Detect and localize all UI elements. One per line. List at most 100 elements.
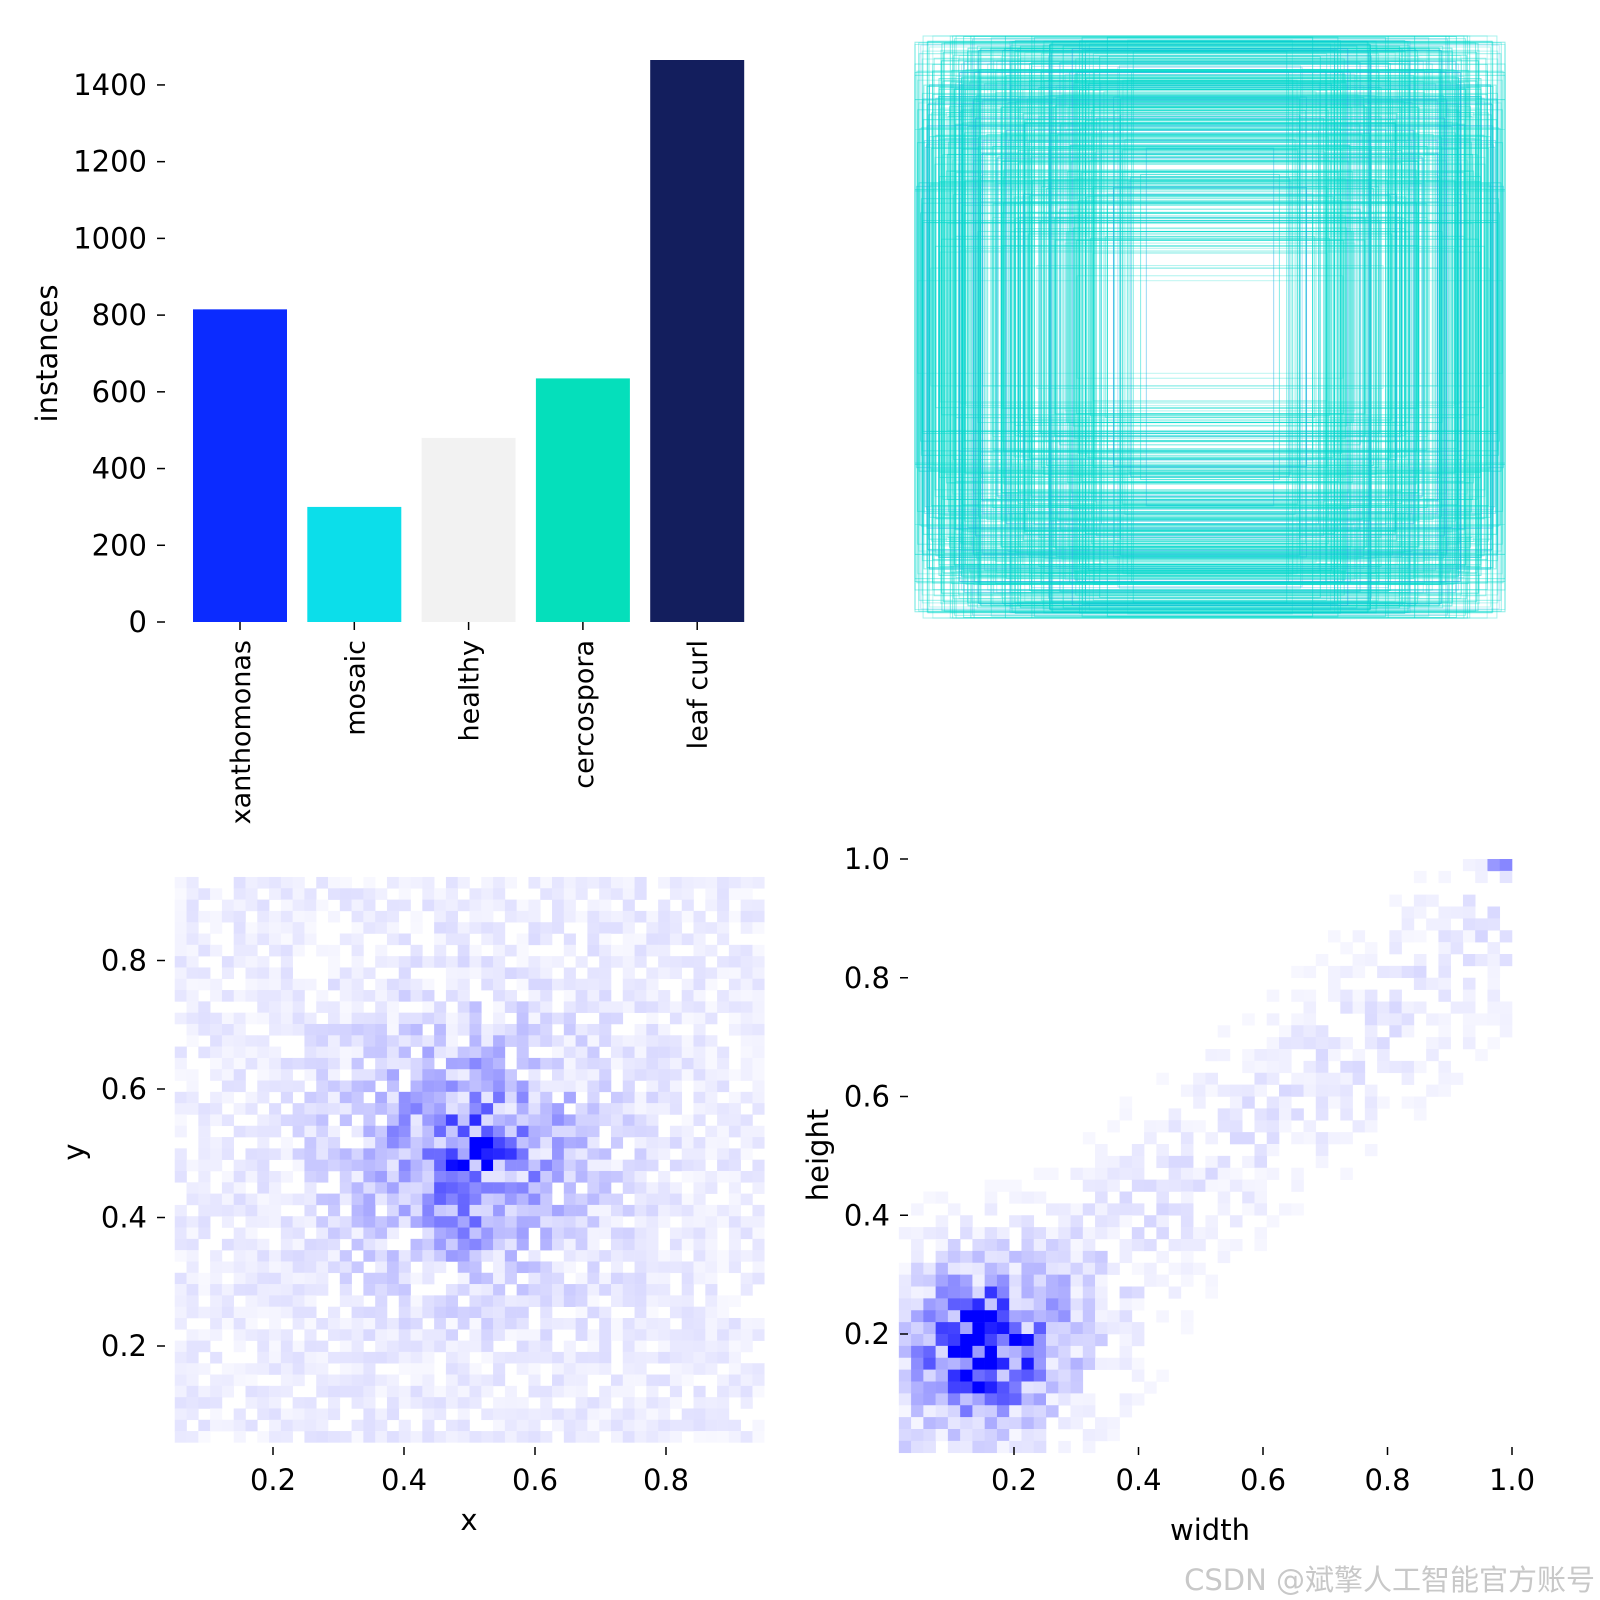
heat-cell: [563, 1374, 576, 1387]
heat-cell: [328, 1238, 341, 1251]
heat-cell: [269, 1204, 282, 1217]
label-box: [1060, 123, 1360, 531]
label-box: [977, 230, 1443, 424]
heat-cell: [1364, 1144, 1378, 1157]
heat-cell: [516, 1148, 529, 1160]
heat-cell: [398, 1340, 411, 1353]
heat-cell: [935, 1250, 949, 1264]
y-tick-label: 0.8: [844, 961, 890, 995]
heat-cell: [516, 1137, 529, 1149]
heat-cell: [245, 1057, 258, 1070]
heat-cell: [386, 1125, 400, 1138]
y-tick-label: 0: [129, 605, 147, 639]
heat-cell: [740, 1170, 753, 1183]
label-box: [1043, 179, 1377, 475]
heat-cell: [705, 1238, 718, 1251]
heat-cell: [1487, 918, 1501, 931]
heat-cell: [1462, 977, 1476, 990]
heat-cell: [622, 1227, 635, 1240]
heat-cell: [1340, 942, 1353, 955]
label-box: [914, 189, 1506, 465]
heat-cell: [1266, 1132, 1280, 1145]
label-box: [930, 267, 1490, 387]
heat-cell: [493, 1159, 506, 1172]
heat-cell: [434, 1001, 447, 1013]
heat-cell: [316, 1419, 329, 1432]
heat-cell: [960, 1334, 973, 1347]
heat-cell: [339, 1193, 352, 1206]
heat-cell: [363, 1227, 376, 1240]
heat-cell: [923, 1417, 936, 1430]
label-box: [1015, 100, 1405, 554]
heat-cell: [540, 1227, 553, 1240]
heat-cell: [898, 1310, 912, 1323]
heat-cell: [540, 967, 553, 980]
heat-cell: [1303, 1060, 1317, 1074]
label-box: [915, 185, 1505, 469]
heat-cell: [198, 1114, 211, 1127]
heat-cell: [481, 1035, 494, 1047]
label-box: [970, 107, 1450, 547]
heat-cell: [422, 1306, 435, 1319]
heat-cell: [540, 1103, 553, 1115]
heat-cell: [669, 1035, 683, 1047]
heat-cell: [280, 1385, 293, 1398]
heat-cell: [972, 1440, 985, 1454]
heat-cell: [210, 1317, 223, 1330]
heat-cell: [528, 1137, 541, 1149]
heat-cell: [351, 1295, 364, 1307]
heat-cell: [469, 1057, 482, 1070]
heat-cell: [304, 1397, 317, 1409]
heat-cell: [717, 1317, 730, 1330]
heat-cell: [186, 1272, 199, 1285]
heat-cell: [516, 910, 529, 923]
heat-cell: [280, 933, 293, 946]
heat-cell: [1168, 1262, 1182, 1275]
watermark: CSDN @斌擎人工智能官方账号: [1184, 1563, 1595, 1597]
heat-cell: [1107, 1227, 1120, 1240]
heat-cell: [587, 1351, 600, 1364]
heat-cell: [622, 1363, 635, 1375]
heat-cell: [1462, 1037, 1476, 1050]
heat-cell: [599, 1080, 612, 1093]
heat-cell: [1377, 1096, 1390, 1109]
heat-cell: [705, 1329, 718, 1341]
heat-cell: [410, 1397, 423, 1409]
heat-cell: [681, 1363, 694, 1375]
heat-cell: [947, 1334, 961, 1347]
heat-cell: [516, 1001, 529, 1013]
heat-cell: [540, 1080, 553, 1093]
heat-cell: [1499, 870, 1513, 884]
heat-cell: [752, 1204, 765, 1217]
heat-cell: [245, 1159, 258, 1172]
heat-cell: [445, 1284, 459, 1296]
heat-cell: [269, 1001, 282, 1013]
heat-cell: [469, 1431, 482, 1443]
heat-cell: [1107, 1120, 1120, 1133]
heat-cell: [516, 1306, 529, 1319]
heat-cell: [1328, 989, 1341, 1002]
heat-cell: [269, 1080, 282, 1093]
heat-cell: [257, 1137, 270, 1149]
heat-cell: [257, 1125, 270, 1138]
heat-cell: [174, 1103, 187, 1115]
heat-cell: [363, 1148, 376, 1160]
heat-cell: [280, 1306, 293, 1319]
heat-cell: [257, 1363, 270, 1375]
heat-cell: [351, 956, 364, 968]
heat-cell: [210, 1351, 223, 1364]
heat-cell: [1462, 989, 1476, 1002]
heat-cell: [210, 1035, 223, 1047]
heat-cell: [717, 933, 730, 946]
heat-cell: [434, 1023, 447, 1036]
heat-cell: [504, 1431, 517, 1443]
label-box: [1145, 147, 1275, 507]
heat-cell: [504, 1091, 517, 1104]
heat-cell: [587, 1397, 600, 1409]
heat-cell: [186, 1306, 199, 1319]
heat-cell: [1070, 1322, 1084, 1335]
heat-cell: [552, 1204, 565, 1217]
heat-cell: [174, 1216, 187, 1228]
heat-cell: [386, 956, 400, 968]
heat-cell: [328, 1023, 341, 1036]
